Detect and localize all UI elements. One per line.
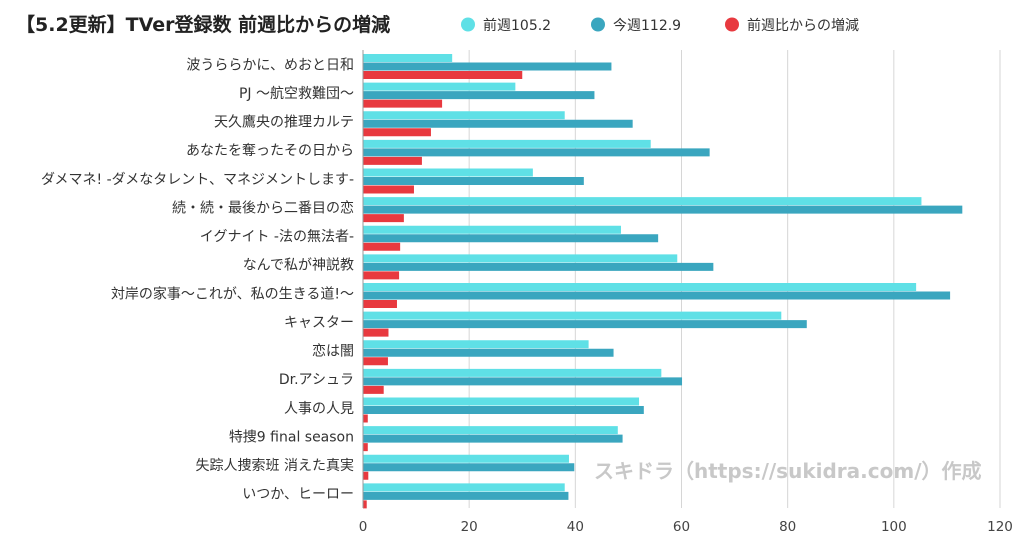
x-tick-label: 20	[461, 519, 478, 535]
bar-series-1	[363, 91, 595, 100]
bar-series-0	[363, 454, 569, 463]
x-tick-label: 60	[673, 519, 690, 535]
bar-series-0	[363, 397, 640, 406]
category-label: 恋は闇	[312, 343, 354, 360]
bar-series-1	[363, 463, 575, 472]
bar-series-2	[363, 300, 397, 308]
bar-series-0	[363, 283, 917, 291]
legend-marker	[725, 17, 739, 32]
bar-series-1	[363, 377, 683, 386]
chart-title: 【5.2更新】TVer登録数 前週比からの増減	[16, 13, 390, 36]
category-label: 対岸の家事～これが、私の生きる道!～	[111, 285, 354, 302]
bar-series-2	[363, 385, 384, 394]
bar-series-1	[363, 205, 963, 214]
bar-series-0	[363, 82, 516, 91]
x-tick-label: 40	[567, 519, 584, 535]
bar-series-1	[363, 262, 714, 271]
bar-series-0	[363, 168, 533, 177]
bar-series-1	[363, 491, 569, 500]
category-label: 波うららかに、めおと日和	[186, 57, 354, 73]
bar-series-1	[363, 234, 659, 243]
category-label: 特捜9 final season	[229, 429, 354, 445]
bar-series-1	[363, 406, 644, 414]
bar-series-2	[363, 185, 414, 194]
bar-series-0	[363, 139, 651, 148]
bar-series-2	[363, 99, 443, 108]
category-label: Dr.アシュラ	[279, 372, 354, 388]
x-tick-label: 100	[881, 519, 907, 535]
category-label: 天久鷹央の推理カルテ	[214, 115, 354, 131]
x-tick-label: 80	[779, 519, 796, 535]
bar-series-1	[363, 119, 633, 128]
legend-marker	[591, 17, 605, 32]
bar-series-1	[363, 291, 951, 300]
bar-series-0	[363, 368, 662, 377]
bar-series-1	[363, 177, 584, 185]
category-label: PJ ～航空救難団～	[239, 86, 354, 102]
bar-series-2	[363, 357, 388, 366]
bar-series-2	[363, 471, 369, 480]
x-tick-label: 120	[987, 519, 1013, 535]
bar-series-0	[363, 197, 922, 206]
bar-series-0	[363, 54, 453, 62]
bar-series-2	[363, 414, 368, 423]
category-label: イグナイト -法の無法者-	[200, 229, 354, 245]
x-tick-label: 0	[359, 519, 368, 535]
category-label: 失踪人捜索班 消えた真実	[196, 457, 354, 474]
bar-series-2	[363, 242, 401, 251]
bar-series-1	[363, 434, 623, 443]
bar-series-2	[363, 128, 431, 137]
bar-series-1	[363, 320, 807, 329]
bar-series-0	[363, 340, 589, 349]
bar-series-0	[363, 254, 678, 263]
bar-series-2	[363, 214, 404, 223]
bar-series-1	[363, 62, 612, 71]
category-label: ダメマネ! -ダメなタレント、マネジメントします-	[41, 172, 354, 188]
bar-series-2	[363, 500, 367, 509]
category-label: いつか、ヒーロー	[242, 487, 354, 503]
legend-label: 前週比からの増減	[747, 17, 859, 34]
bar-series-1	[363, 148, 710, 157]
watermark-text: スキドラ（https://sukidra.com/）作成	[594, 459, 982, 483]
bar-series-0	[363, 483, 565, 492]
bar-series-2	[363, 271, 400, 280]
bar-series-0	[363, 311, 782, 320]
bar-series-0	[363, 426, 618, 435]
category-label: 人事の人見	[284, 401, 354, 417]
category-label: なんで私が神説教	[243, 258, 354, 274]
bar-series-2	[363, 71, 523, 79]
bar-series-2	[363, 328, 389, 337]
legend-label: 今週112.9	[613, 18, 681, 34]
bar-series-0	[363, 225, 621, 234]
bar-series-1	[363, 348, 614, 357]
legend-marker	[461, 17, 475, 32]
category-label: 続・続・最後から二番目の恋	[172, 199, 354, 216]
legend-label: 前週105.2	[483, 17, 551, 34]
category-label: キャスター	[284, 315, 354, 331]
bar-series-2	[363, 443, 368, 452]
bar-series-2	[363, 156, 422, 165]
bar-series-0	[363, 111, 565, 120]
category-label: あなたを奪ったその日から	[186, 142, 354, 159]
